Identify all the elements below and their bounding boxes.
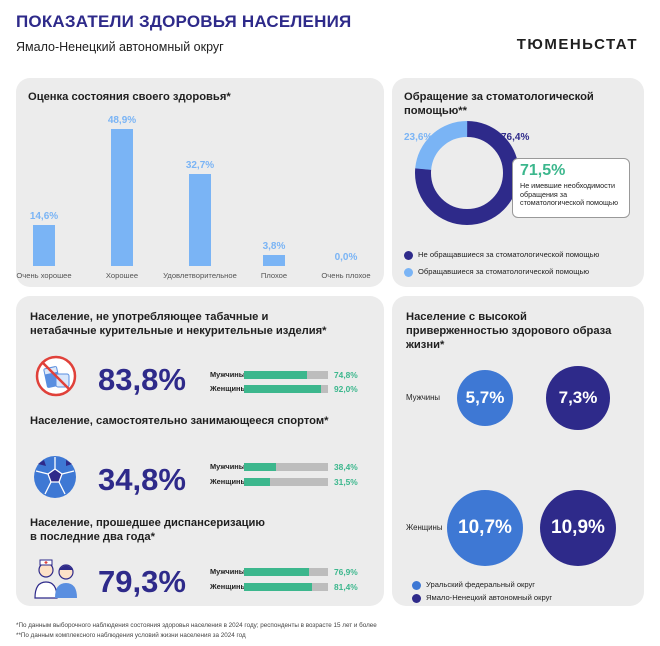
legend-urals: Уральский федеральный округ	[412, 580, 535, 590]
gender-label-3-0: Мужчины	[210, 462, 246, 471]
bar-value-label-2: 32,7%	[185, 160, 215, 172]
tobacco-total-value: 83,8%	[98, 362, 186, 397]
dental-legend-label-1: Обращавшиеся за стоматологической помощь…	[418, 267, 590, 276]
bar-3	[263, 255, 285, 266]
circle-0-0: 5,7%	[456, 369, 514, 427]
gender-bar-fill-3-1	[244, 478, 271, 486]
bar-category-label-1: Хорошее	[105, 271, 139, 280]
dental-legend-label-0: Не обращавшиеся за стоматологической пом…	[418, 250, 600, 259]
dental-annotation-value: 71,5%	[520, 162, 566, 179]
healthy-lifestyle-title: Население с высокой приверженностью здор…	[406, 311, 612, 351]
bar-value-label-4: 0,0%	[334, 252, 358, 263]
gender-bar-value-3-0: 38,4%	[334, 462, 358, 472]
donut-segment-applied	[414, 121, 519, 225]
footnote-1: *По данным выборочного наблюдения состоя…	[16, 622, 377, 629]
dental-label-not-applied: 76,4%	[501, 132, 530, 143]
bar-category-label-4: Очень плохое	[321, 271, 371, 280]
bar-value-label-3: 3,8%	[262, 241, 286, 253]
circle-row-label-1: Женщины	[406, 523, 443, 532]
no-smoking-icon	[35, 355, 77, 397]
gender-bar-value-3-1: 31,5%	[334, 477, 358, 487]
dental-annotation-text: Не имевшие необходимости обращения за ст…	[520, 181, 618, 207]
healthy-lifestyle-panel: Население с высокой приверженностью здор…	[392, 296, 644, 606]
dental-panel: Обращение за стоматологической помощью**…	[392, 78, 644, 287]
gender-label-2-0: Мужчины	[210, 370, 246, 379]
page-title: ПОКАЗАТЕЛИ ЗДОРОВЬЯ НАСЕЛЕНИЯ	[16, 12, 352, 31]
gender-bar-track-4-0	[244, 568, 328, 576]
bar-category-label-2: Удовлетворительное	[163, 271, 237, 280]
bar-1	[111, 129, 133, 266]
gender-bar-value-2-1: 92,0%	[334, 384, 358, 394]
bar-category-label-3: Плохое	[260, 271, 288, 280]
gender-bar-track-2-1	[244, 385, 328, 393]
tobacco-title: Население, не употребляющее табачные и н…	[30, 311, 327, 337]
page-subtitle: Ямало-Ненецкий автономный округ	[16, 40, 224, 54]
dental-annotation-box	[512, 158, 630, 218]
gender-bar-fill-3-0	[244, 463, 277, 471]
doctor-patient-icon	[34, 559, 77, 599]
gender-bar-value-2-0: 74,8%	[334, 370, 358, 380]
circle-1-1: 10,9%	[539, 489, 617, 567]
bar-category-label-0: Очень хорошее	[16, 271, 72, 280]
dental-title: Обращение за стоматологической помощью**	[404, 91, 594, 117]
gender-bar-track-4-1	[244, 583, 328, 591]
gender-label-4-0: Мужчины	[210, 567, 246, 576]
bar-0	[33, 225, 55, 266]
gender-bar-fill-2-1	[244, 385, 322, 393]
bar-2	[189, 174, 211, 266]
checkup-total-value: 79,3%	[98, 564, 186, 599]
circle-row-label-0: Мужчины	[406, 393, 441, 402]
gender-bar-value-4-1: 81,4%	[334, 582, 358, 592]
gender-label-3-1: Женщины	[210, 477, 247, 486]
lifestyle-panel: Население, не употребляющее табачные и н…	[16, 296, 384, 606]
bar-value-label-1: 48,9%	[107, 115, 137, 127]
legend-label-yamal: Ямало-Ненецкий автономный округ	[426, 593, 553, 602]
dental-legend-not-applied: Не обращавшиеся за стоматологической пом…	[404, 250, 599, 260]
health-assessment-title: Оценка состояния своего здоровья*	[28, 91, 231, 103]
gender-bar-fill-4-0	[244, 568, 309, 576]
gender-bar-fill-2-0	[244, 371, 307, 379]
sport-title: Население, самостоятельно занимающееся с…	[30, 415, 329, 427]
legend-yamal: Ямало-Ненецкий автономный округ	[412, 593, 552, 603]
gender-bar-track-3-1	[244, 478, 328, 486]
dental-label-applied: 23,6%	[404, 132, 433, 143]
circle-0-1: 10,7%	[447, 490, 523, 566]
checkup-title: Население, прошедшее диспансеризацию в п…	[30, 517, 265, 543]
soccer-ball-icon	[34, 456, 76, 498]
gender-label-4-1: Женщины	[210, 582, 247, 591]
dental-legend-applied: Обращавшиеся за стоматологической помощь…	[404, 267, 589, 277]
footnote-2: **По данным комплексного наблюдения усло…	[16, 632, 246, 639]
gender-bar-value-4-0: 76,9%	[334, 567, 358, 577]
bar-value-label-0: 14,6%	[29, 211, 59, 223]
circle-1-0: 7,3%	[546, 366, 610, 430]
health-assessment-panel: Оценка состояния своего здоровья* 14,6% О…	[16, 78, 384, 287]
gender-label-2-1: Женщины	[210, 384, 247, 393]
gender-bar-track-2-0	[244, 371, 328, 379]
gender-bar-track-3-0	[244, 463, 328, 471]
brand-logo: ТЮМЕНЬСТАТ	[516, 36, 638, 53]
legend-label-urals: Уральский федеральный округ	[426, 580, 536, 589]
sport-total-value: 34,8%	[98, 462, 186, 497]
gender-bar-fill-4-1	[244, 583, 313, 591]
dental-donut	[414, 121, 519, 225]
